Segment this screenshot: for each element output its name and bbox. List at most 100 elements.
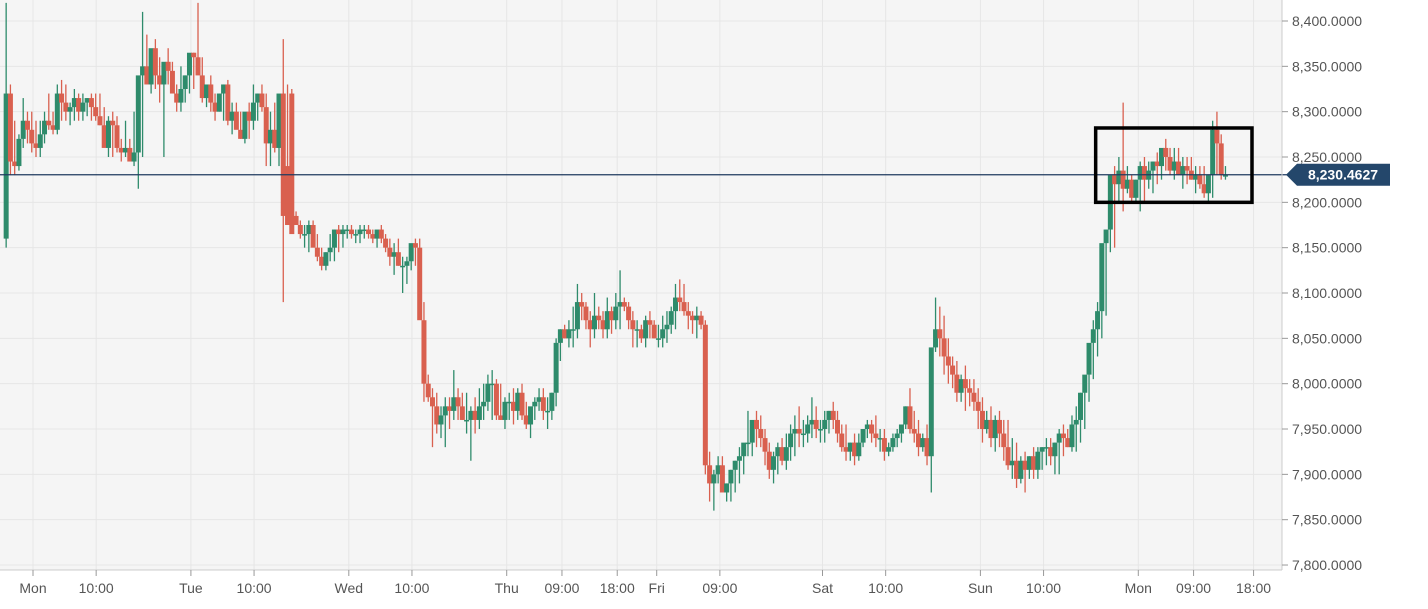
candle-body — [655, 338, 661, 340]
candle-body — [1124, 179, 1130, 189]
candle-body — [340, 229, 346, 235]
candle-body — [1014, 460, 1020, 479]
candle-body — [212, 102, 218, 112]
candle-body — [391, 252, 397, 257]
candle-body — [519, 392, 525, 416]
candle-body — [911, 429, 917, 434]
candle-body — [672, 297, 678, 312]
candle-body — [698, 315, 704, 325]
candle-body — [242, 111, 248, 139]
candle-body — [557, 329, 563, 343]
candle-body — [297, 225, 303, 235]
candle-body — [813, 419, 819, 430]
candle-body — [238, 129, 244, 139]
candle-body — [323, 252, 329, 266]
candle-body — [199, 75, 205, 99]
candle-body — [962, 379, 968, 389]
candle-body — [174, 93, 180, 103]
candle-body — [1052, 442, 1058, 457]
candle-body — [839, 433, 845, 448]
candle-body — [118, 147, 124, 153]
candle-body — [447, 406, 453, 411]
candle-body — [67, 107, 73, 112]
candle-body — [101, 125, 107, 148]
candle-body — [864, 424, 870, 430]
candle-body — [417, 247, 423, 321]
candle-body — [459, 406, 465, 420]
candle-body — [643, 320, 649, 339]
x-tick-label: 10:00 — [1026, 580, 1061, 596]
y-tick-label: 8,100.0000 — [1292, 285, 1362, 301]
candle-body — [1129, 179, 1135, 198]
candle-body — [664, 324, 670, 330]
candle-body — [775, 447, 781, 457]
candle-body — [937, 329, 943, 339]
candle-body — [762, 438, 768, 452]
candle-body — [707, 465, 713, 484]
candle-body — [442, 406, 448, 416]
candle-body — [1159, 147, 1165, 167]
x-tick-label: Sat — [812, 580, 833, 596]
candle-body — [1184, 166, 1190, 171]
candle-body — [988, 419, 994, 439]
candle-body — [182, 75, 188, 90]
candle-body — [165, 61, 171, 71]
candle-body — [276, 93, 282, 148]
candle-body — [621, 302, 627, 307]
candle-body — [753, 419, 759, 430]
candle-body — [967, 388, 973, 393]
candle-body — [792, 429, 798, 434]
candle-body — [613, 306, 619, 321]
candle-body — [984, 419, 990, 430]
candle-body — [843, 447, 849, 452]
candle-body — [741, 442, 747, 457]
candle-body — [84, 98, 90, 103]
candle-body — [468, 410, 474, 420]
candle-body — [1078, 392, 1084, 420]
candle-body — [327, 247, 333, 253]
y-tick-label: 8,050.0000 — [1292, 330, 1362, 346]
candle-body — [344, 229, 350, 232]
candle-body — [114, 125, 120, 148]
candle-body — [766, 451, 772, 470]
candle-body — [280, 93, 286, 216]
candle-body — [1031, 456, 1037, 470]
candle-body — [528, 406, 534, 425]
candle-body — [33, 143, 39, 148]
plot-background — [0, 0, 1282, 570]
candle-body — [826, 410, 832, 420]
candle-body — [195, 57, 201, 76]
candle-body — [579, 302, 585, 307]
candle-body — [1022, 460, 1028, 470]
candle-body — [225, 84, 231, 121]
candle-body — [1082, 374, 1088, 393]
candle-body — [144, 66, 150, 85]
candle-body — [37, 134, 43, 148]
candle-body — [131, 152, 137, 162]
x-tick-label: 09:00 — [702, 580, 737, 596]
x-tick-label: Sun — [968, 580, 993, 596]
candle-body — [54, 93, 60, 130]
candle-body — [20, 120, 26, 139]
candle-body — [314, 247, 320, 257]
candle-body — [16, 138, 22, 167]
candle-body — [835, 419, 841, 434]
candle-body — [732, 460, 738, 470]
candle-body — [76, 98, 82, 112]
candle-body — [157, 75, 163, 85]
candle-body — [93, 107, 99, 117]
y-tick-label: 8,000.0000 — [1292, 376, 1362, 392]
candle-body — [42, 120, 48, 135]
candle-body — [221, 84, 227, 94]
candle-body — [506, 401, 512, 404]
candle-body — [881, 438, 887, 452]
candle-body — [502, 401, 508, 420]
candle-body — [498, 415, 504, 420]
x-tick-label: 18:00 — [600, 580, 635, 596]
candle-body — [1176, 161, 1182, 176]
candle-body — [425, 383, 431, 398]
candle-body — [800, 433, 806, 436]
y-tick-label: 8,350.0000 — [1292, 58, 1362, 74]
candle-body — [1112, 175, 1118, 185]
